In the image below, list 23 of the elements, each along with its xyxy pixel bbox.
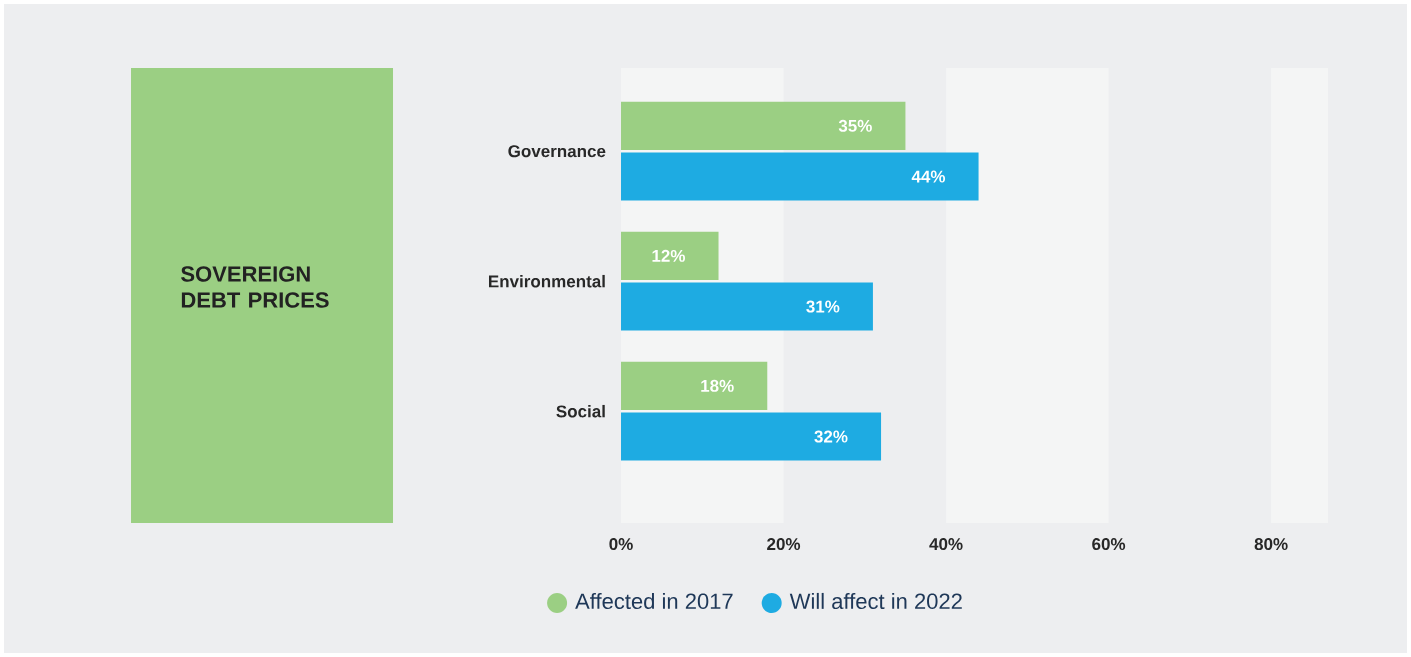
y-tick-label: Environmental xyxy=(489,274,605,288)
bar xyxy=(621,361,768,410)
data-label: 18% xyxy=(701,379,734,392)
bar xyxy=(621,231,719,280)
text: SOVEREIGN DEBT PRICES xyxy=(181,266,329,308)
bar xyxy=(621,152,979,201)
data-label: 32% xyxy=(814,430,848,443)
x-tick-label: 60% xyxy=(1092,538,1126,551)
y-tick-label: Social xyxy=(556,404,605,418)
bar xyxy=(621,282,873,331)
bar xyxy=(621,412,882,461)
x-tick-label: 0% xyxy=(609,538,633,551)
data-label: 35% xyxy=(838,119,872,132)
y-tick-label: Governance xyxy=(508,145,606,158)
bar xyxy=(621,101,906,150)
data-label: 44% xyxy=(911,170,946,183)
legend-label: Will affect in 2022 xyxy=(789,592,962,610)
x-tick-label: 80% xyxy=(1254,538,1288,551)
x-tick-label: 20% xyxy=(767,538,801,551)
legend-label: Affected in 2017 xyxy=(575,592,733,610)
data-label: 12% xyxy=(652,249,686,262)
data-label: 31% xyxy=(806,300,840,313)
x-tick-label: 40% xyxy=(929,538,963,551)
